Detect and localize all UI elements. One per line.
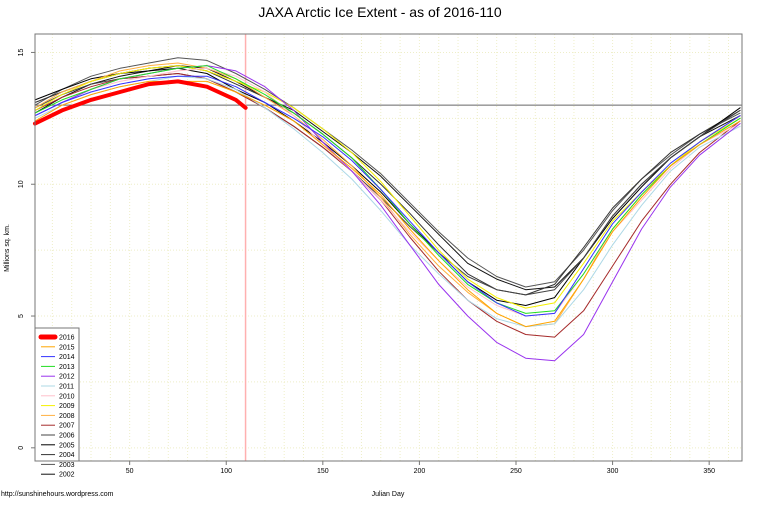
legend-label-2004: 2004 [59, 452, 75, 459]
x-axis-label: Julian Day [372, 491, 405, 498]
legend-label-2007: 2007 [59, 423, 75, 430]
series-lines [33, 57, 741, 362]
y-tick-label: 0 [18, 446, 25, 450]
legend-label-2016: 2016 [59, 335, 75, 342]
legend-label-2012: 2012 [59, 374, 75, 381]
x-axis: 50 100 150 200 250 300 350 [126, 461, 715, 475]
x-tick-label: 250 [510, 468, 522, 475]
legend-label-2005: 2005 [59, 442, 75, 449]
chart-title: JAXA Arctic Ice Extent - as of 2016-110 [258, 4, 502, 20]
x-tick-label: 300 [607, 468, 619, 475]
legend: 2016 2015 2014 2013 2012 2011 2010 2009 2008 2007… [34, 327, 80, 479]
x-tick-label: 200 [414, 468, 426, 475]
y-tick-label: 5 [18, 314, 25, 318]
y-axis: 0 5 10 15 [18, 48, 35, 450]
legend-label-2013: 2013 [59, 364, 75, 371]
series-line-2003 [34, 57, 741, 288]
legend-label-2008: 2008 [59, 413, 75, 420]
x-tick-label: 50 [126, 468, 134, 475]
reference-lines [35, 34, 742, 461]
x-tick-label: 100 [220, 468, 232, 475]
y-tick-label: 15 [18, 48, 25, 56]
y-axis-label: Millions sq. km. [4, 224, 11, 272]
source-note: http://sunshinehours.wordpress.com [1, 491, 114, 498]
series-line-2011 [34, 75, 741, 328]
legend-label-2014: 2014 [59, 354, 75, 361]
series-line-2014 [34, 75, 741, 317]
legend-label-2015: 2015 [59, 344, 75, 351]
x-tick-label: 150 [317, 468, 329, 475]
x-tick-label: 350 [703, 468, 715, 475]
legend-label-2006: 2006 [59, 433, 75, 440]
plot-frame [34, 33, 743, 462]
legend-label-2002: 2002 [59, 472, 75, 479]
series-line-2016 [33, 79, 248, 126]
series-line-2015 [34, 80, 741, 328]
series-line-2009 [34, 65, 741, 309]
legend-label-2009: 2009 [59, 403, 75, 410]
y-tick-label: 10 [18, 180, 25, 188]
grid [35, 34, 742, 461]
legend-label-2010: 2010 [59, 393, 75, 400]
legend-label-2011: 2011 [59, 384, 74, 391]
series-line-2002 [34, 65, 741, 291]
legend-box [34, 327, 80, 462]
series-line-2005 [34, 67, 741, 306]
legend-label-2003: 2003 [59, 462, 75, 469]
